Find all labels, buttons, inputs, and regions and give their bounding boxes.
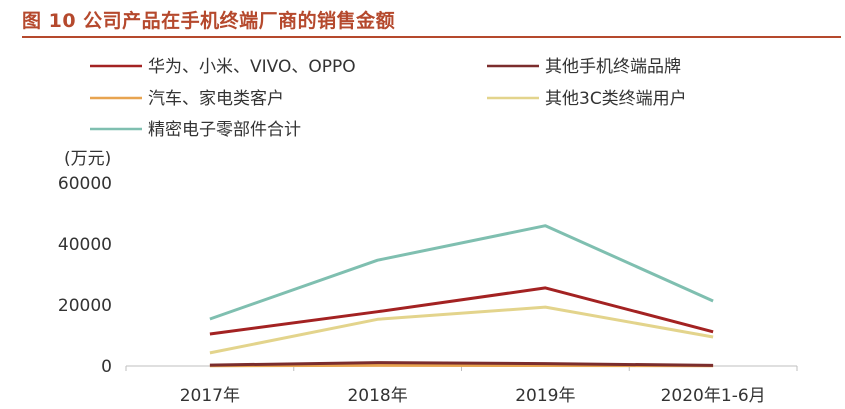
y-tick-label: 20000 <box>58 296 112 316</box>
x-tick-label: 2017年 <box>180 386 240 406</box>
series-line <box>209 305 714 355</box>
legend-label: 华为、小米、VIVO、OPPO <box>148 57 356 77</box>
series-line <box>209 361 714 367</box>
figure-title: 图 10 公司产品在手机终端厂商的销售金额 <box>22 10 396 32</box>
y-tick-label: 40000 <box>58 235 112 255</box>
series-line <box>209 224 714 321</box>
title-divider <box>22 36 841 38</box>
y-tick-label: 0 <box>101 357 112 377</box>
legend-label: 精密电子零部件合计 <box>148 120 301 140</box>
legend-label: 汽车、家电类客户 <box>148 89 284 109</box>
x-tick-label: 2018年 <box>347 386 407 406</box>
legend-label: 其他3C类终端用户 <box>545 89 687 109</box>
legend-label: 其他手机终端品牌 <box>545 57 681 77</box>
series-line <box>209 286 714 336</box>
y-tick-label: 60000 <box>58 174 112 194</box>
x-tick-label: 2019年 <box>515 386 575 406</box>
x-tick-label: 2020年1-6月 <box>661 386 766 406</box>
y-axis-unit: (万元) <box>64 149 111 169</box>
